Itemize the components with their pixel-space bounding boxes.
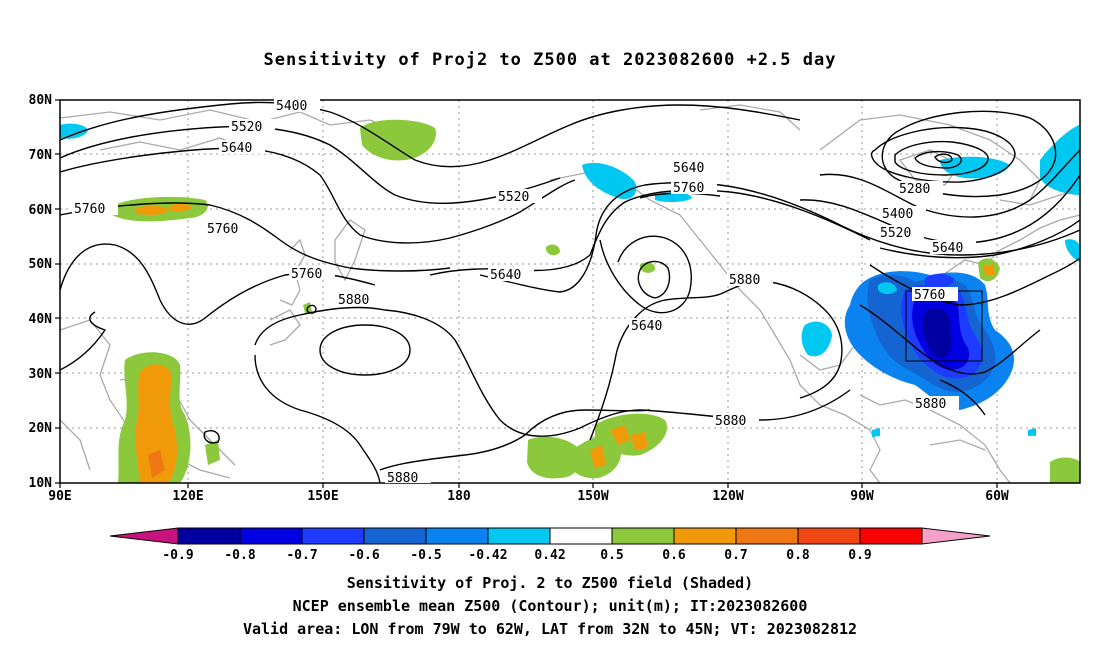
colorbar-cell	[363, 527, 427, 545]
contour-label: 5640	[932, 241, 963, 256]
colorbar: -0.9 -0.8 -0.7 -0.6 -0.5 -0.42 0.42 0.5 0.6 0.7 0.…	[109, 527, 991, 563]
colorbar-cell	[487, 527, 551, 545]
colorbar-cell	[735, 527, 799, 545]
contour-label: 5640	[490, 268, 521, 283]
lon-label: 90E	[48, 489, 71, 504]
colorbar-left-tip	[109, 527, 179, 545]
lon-label: 150E	[307, 489, 338, 504]
colorbar-label: -0.6	[348, 548, 379, 563]
colorbar-cell	[611, 527, 675, 545]
colorbar-label: 0.7	[724, 548, 747, 563]
colorbar-label: -0.5	[410, 548, 441, 563]
colorbar-label: -0.9	[162, 548, 193, 563]
contour-label: 5760	[673, 181, 704, 196]
contour-label: 5880	[915, 397, 946, 412]
contour-label: 5880	[387, 471, 418, 486]
colorbar-label: -0.7	[286, 548, 317, 563]
lat-label: 40N	[29, 312, 53, 327]
contour-label: 5880	[715, 414, 746, 429]
contour-label: 5640	[221, 141, 252, 156]
positive-sensitivity-shading	[112, 119, 1080, 483]
axis-ticks	[55, 99, 998, 488]
lon-label: 180	[447, 489, 471, 504]
contour-label: 5640	[673, 161, 704, 176]
colorbar-cell	[673, 527, 737, 545]
lat-label: 10N	[29, 476, 53, 491]
contour-label: 5640	[631, 319, 662, 334]
footer-line-3: Valid area: LON from 79W to 62W, LAT fro…	[242, 620, 858, 638]
contour-label: 5880	[729, 273, 760, 288]
lat-label: 70N	[29, 148, 53, 163]
lat-label: 60N	[29, 203, 53, 218]
lat-label: 80N	[29, 93, 53, 108]
colorbar-cell	[549, 527, 613, 545]
colorbar-label: -0.42	[468, 548, 507, 563]
colorbar-label: -0.8	[224, 548, 255, 563]
lon-label: 90W	[850, 489, 874, 504]
colorbar-label: 0.5	[600, 548, 623, 563]
map-title: Sensitivity of Proj2 to Z500 at 20230826…	[263, 50, 837, 70]
colorbar-cell	[177, 527, 241, 545]
contour-label: 5880	[338, 293, 369, 308]
contour-label: 5400	[882, 207, 913, 222]
colorbar-cell	[859, 527, 923, 545]
contour-labels: 5400 5520 5640 5760 5760 5520 5640 5760 …	[72, 98, 976, 486]
lon-label: 60W	[985, 489, 1009, 504]
lon-label: 150W	[577, 489, 608, 504]
contour-label: 5760	[291, 267, 322, 282]
colorbar-cell	[239, 527, 303, 545]
colorbar-label: 0.8	[786, 548, 810, 563]
lat-label: 50N	[29, 257, 53, 272]
latitude-labels: 80N 70N 60N 50N 40N 30N 20N 10N	[29, 93, 53, 491]
contour-label: 5520	[231, 120, 262, 135]
lon-label: 120W	[712, 489, 743, 504]
colorbar-label: 0.42	[534, 548, 565, 563]
contour-label: 5280	[899, 182, 930, 197]
colorbar-cell	[425, 527, 489, 545]
contour-label: 5400	[276, 99, 307, 114]
colorbar-label: 0.9	[848, 548, 871, 563]
lon-label: 120E	[172, 489, 203, 504]
contour-label: 5760	[207, 222, 238, 237]
colorbar-cell	[301, 527, 365, 545]
lat-label: 30N	[29, 367, 53, 382]
footer-line-1: Sensitivity of Proj. 2 to Z500 field (Sh…	[346, 574, 754, 592]
colorbar-right-tip	[921, 527, 991, 545]
plot-frame	[59, 99, 1081, 484]
lat-label: 20N	[29, 421, 53, 436]
contour-label: 5520	[498, 190, 529, 205]
colorbar-label: 0.6	[662, 548, 686, 563]
contour-label: 5760	[914, 288, 945, 303]
contour-label: 5760	[74, 202, 105, 217]
footer-line-2: NCEP ensemble mean Z500 (Contour); unit(…	[292, 597, 808, 615]
colorbar-cell	[797, 527, 861, 545]
contour-label: 5520	[880, 226, 911, 241]
longitude-labels: 90E 120E 150E 180 150W 120W 90W 60W	[48, 489, 1009, 504]
